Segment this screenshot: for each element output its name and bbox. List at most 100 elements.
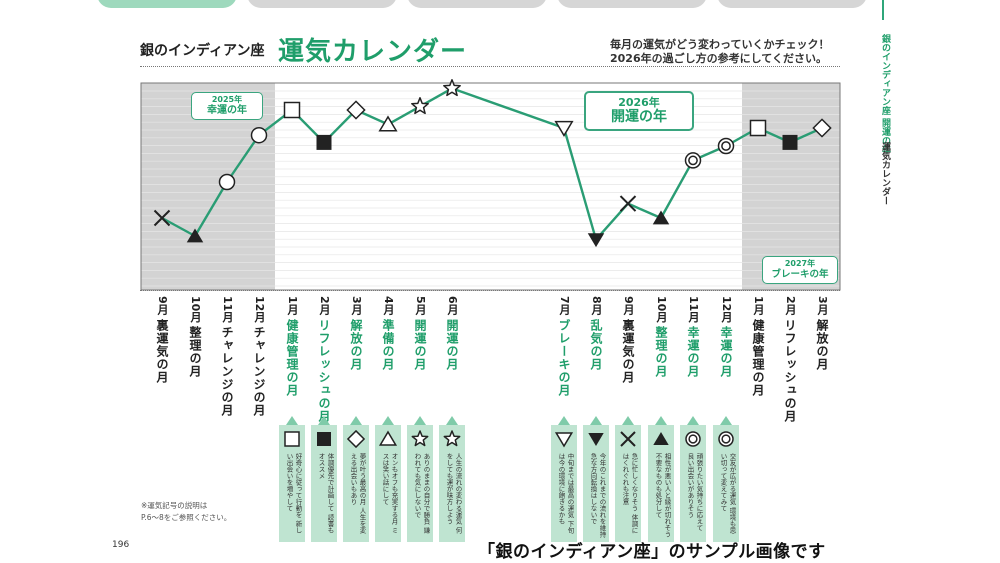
balloon-2027-label: ブレーキの年: [771, 269, 829, 280]
card-pointer: [622, 416, 634, 425]
balloon-2027-year: 2027年: [784, 259, 816, 268]
data-point-circle: [250, 126, 268, 144]
month-name: リフレッシュの月: [317, 318, 331, 423]
divider-top: [140, 66, 840, 67]
tab-shape: [247, 0, 397, 8]
note: ※運気記号の説明は P.6〜8をご参照ください。: [141, 500, 231, 524]
card-body: 体調優先で計画して 読書もオススメ: [311, 425, 337, 542]
month-label: 3月 解放の月: [812, 296, 832, 371]
card-text: 好奇心に従って行動を 新しい出会いを増やして: [285, 453, 302, 534]
month-name: 健康管理の月: [285, 318, 299, 397]
data-point-square-filled: [316, 134, 332, 150]
month-number: 9月: [622, 296, 635, 315]
month-number: 1月: [752, 296, 765, 315]
card-body: 今年のこれまでの流れを維持 急な方向転換はしないで: [583, 425, 609, 542]
header-description-2: 2026年の過ごし方の参考にしてください。: [610, 52, 827, 65]
card-pointer: [286, 416, 298, 425]
month-number: 5月: [414, 296, 427, 315]
header-description-1: 毎月の運気がどう変わっていくかチェック！: [610, 38, 830, 51]
month-number: 12月: [253, 296, 266, 323]
card-text: 相性が悪い人と縁が切れそう 不要なものも処分して: [654, 453, 671, 538]
data-point-double-circle: [717, 137, 735, 155]
balloon-2026-year: 2026年: [618, 96, 660, 109]
month-name: 幸運の月: [719, 326, 733, 379]
month-name: 裏運気の月: [155, 318, 169, 384]
balloon-2027: 2027年 ブレーキの年: [762, 256, 838, 284]
month-label: 8月 乱気の月: [586, 296, 606, 371]
triangle-filled-icon: [653, 432, 669, 445]
card-pointer: [720, 416, 732, 425]
tab-shape: [717, 0, 867, 8]
sidebar-line: [882, 0, 884, 20]
balloon-2026: 2026年 開運の年: [584, 91, 694, 131]
data-point-double-circle: [684, 152, 702, 169]
data-point-circle: [218, 173, 236, 191]
card-pointer: [318, 416, 330, 425]
double-circle-icon: [718, 431, 734, 447]
month-label: 11月 チャレンジの月: [217, 296, 237, 417]
fortune-card: 好奇心に従って行動を 新しい出会いを増やして: [279, 416, 305, 542]
card-pointer: [446, 416, 458, 425]
card-text: 中旬までは最高の運気 下旬は今の環境に飽きるかも: [557, 453, 574, 534]
star-icon: [443, 430, 461, 447]
card-pointer: [382, 416, 394, 425]
page-number: 196: [112, 540, 130, 550]
month-label: 11月 幸運の月: [683, 296, 703, 378]
month-number: 8月: [590, 296, 603, 315]
month-label: 3月 解放の月: [346, 296, 366, 371]
tab-shape: [407, 0, 547, 8]
data-point-diamond: [346, 100, 366, 120]
star-icon: [411, 430, 429, 447]
card-text: 人生の流れの変わる運気 何をしても運が味方しよう: [445, 453, 462, 534]
triangle-down-icon: [555, 432, 573, 448]
fortune-card: 中旬までは最高の運気 下旬は今の環境に飽きるかも: [551, 416, 577, 542]
card-body: オンもオフも充実する月 ミスは笑い話にして: [375, 425, 401, 542]
card-text: 急に忙しくなりそう 体調にはくれぐれも注意: [621, 453, 638, 534]
card-body: 交友が広がる運気 環境も思い切って変えてみて: [713, 425, 739, 542]
data-point-triangle-down-filled: [587, 233, 605, 248]
data-point-cross: [619, 195, 637, 212]
card-pointer: [590, 416, 602, 425]
fortune-card: 今年のこれまでの流れを維持 急な方向転換はしないで: [583, 416, 609, 542]
cross-icon: [620, 431, 636, 447]
fortune-card: オンもオフも充実する月 ミスは笑い話にして: [375, 416, 401, 542]
month-number: 1月: [286, 296, 299, 315]
sample-caption: 「銀のインディアン座」のサンプル画像です: [478, 542, 826, 562]
month-label: 10月 整理の月: [185, 296, 205, 378]
card-body: 頑張りたい気持ちに応えて 良い出会いがありそう: [680, 425, 706, 542]
balloon-2025-label: 幸運の年: [207, 105, 247, 116]
page-title: 運気カレンダー: [278, 37, 468, 67]
card-pointer: [655, 416, 667, 425]
fortune-card: 夢が叶う最高の月 人生を変える出会いもあり: [343, 416, 369, 542]
month-number: 3月: [350, 296, 363, 315]
month-label: 2月リフレッシュの月: [314, 296, 334, 423]
triangle-down-filled-icon: [588, 433, 604, 446]
month-label: 1月健康管理の月: [282, 296, 302, 397]
month-name: 準備の月: [381, 318, 395, 371]
fortune-card: 交友が広がる運気 環境も思い切って変えてみて: [713, 416, 739, 542]
month-name: 幸運の月: [686, 326, 700, 379]
card-body: 夢が叶う最高の月 人生を変える出会いもあり: [343, 425, 369, 542]
card-text: 夢が叶う最高の月 人生を変える出会いもあり: [349, 453, 366, 534]
top-tabs: [0, 0, 1000, 10]
data-point-square-filled: [782, 134, 798, 150]
card-pointer: [687, 416, 699, 425]
month-number: 10月: [655, 296, 668, 323]
month-number: 12月: [720, 296, 733, 323]
month-name: チャレンジの月: [252, 326, 266, 418]
tab-shape: [557, 0, 707, 8]
card-text: ありのままの自分で勝負 嫌われても気にしないで: [413, 453, 430, 534]
month-label: 2月 リフレッシュの月: [780, 296, 800, 423]
month-name: ブレーキの月: [557, 318, 571, 397]
month-label: 4月 準備の月: [378, 296, 398, 371]
fortune-card: 相性が悪い人と縁が切れそう 不要なものも処分して: [648, 416, 674, 542]
square-filled-icon: [317, 432, 331, 446]
card-text: 今年のこれまでの流れを維持 急な方向転換はしないで: [589, 453, 606, 538]
fortune-card: 頑張りたい気持ちに応えて 良い出会いがありそう: [680, 416, 706, 542]
shaded-range: [742, 83, 840, 290]
card-pointer: [558, 416, 570, 425]
month-number: 2月: [318, 296, 331, 315]
tab-shape: [97, 0, 237, 8]
month-label: 5月 開運の月: [410, 296, 430, 371]
